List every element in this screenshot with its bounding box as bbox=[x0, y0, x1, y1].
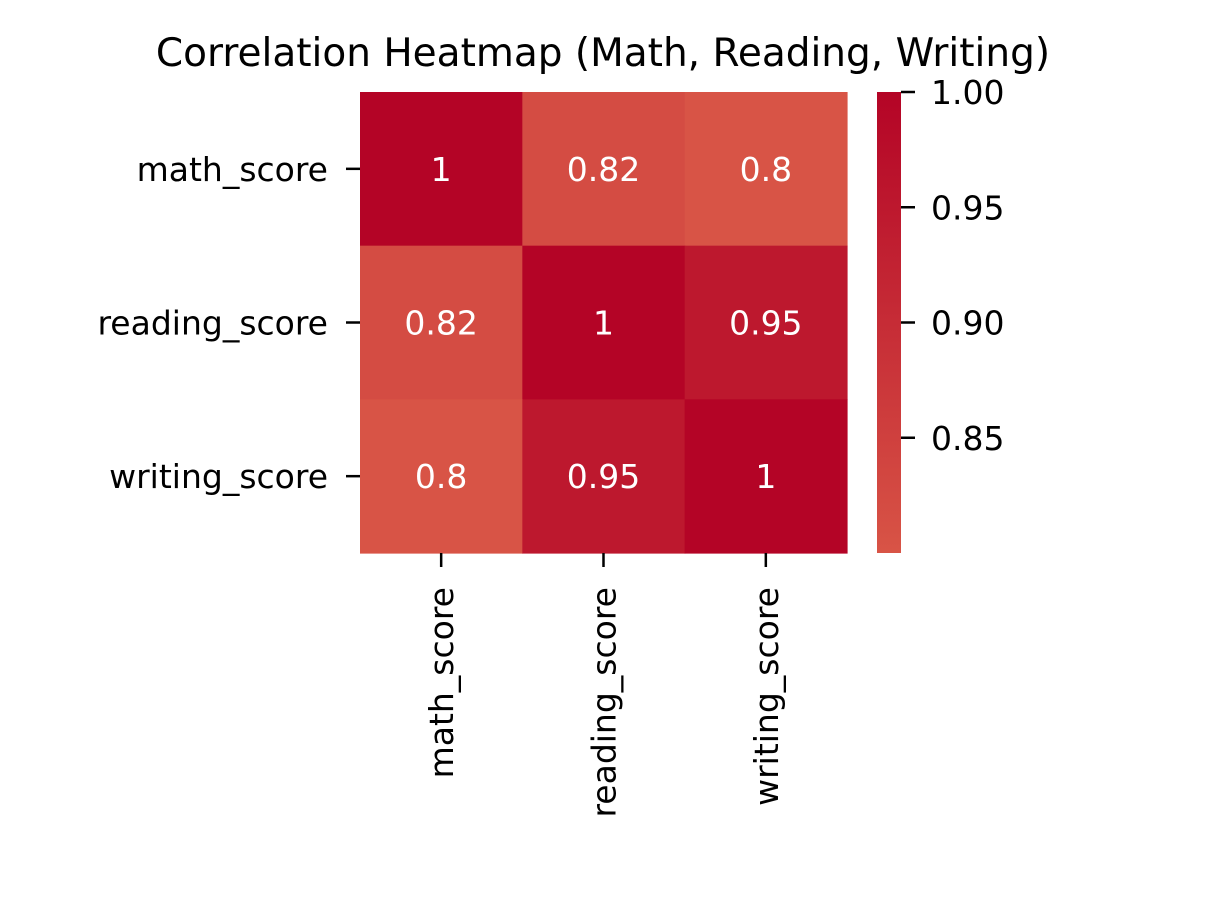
chart-title: Correlation Heatmap (Math, Reading, Writ… bbox=[156, 31, 1050, 76]
heatmap-cell-label: 0.95 bbox=[729, 304, 802, 343]
heatmap-cell-label: 1 bbox=[593, 304, 614, 343]
colorbar-tick-label: 1.00 bbox=[931, 73, 1004, 112]
heatmap-cell bbox=[684, 92, 848, 247]
heatmap-cell-label: 0.95 bbox=[567, 457, 640, 496]
x-axis: math_score reading_score writing_score bbox=[422, 553, 786, 818]
heatmap-cell bbox=[522, 399, 686, 554]
heatmap-cell bbox=[360, 92, 523, 247]
y-tick-label: math_score bbox=[137, 150, 328, 189]
x-tick-label: writing_score bbox=[747, 587, 786, 806]
y-tick-label: reading_score bbox=[97, 304, 328, 343]
colorbar-tick-label: 0.90 bbox=[931, 304, 1004, 343]
colorbar-gradient bbox=[877, 92, 901, 553]
heatmap-cell bbox=[684, 399, 848, 554]
heatmap-cell bbox=[360, 245, 523, 400]
heatmap-cell bbox=[522, 245, 686, 400]
heatmap-cell-label: 0.8 bbox=[740, 150, 792, 189]
x-tick-label: reading_score bbox=[584, 587, 623, 818]
colorbar: 0.85 0.90 0.95 1.00 bbox=[877, 73, 1004, 553]
heatmap-cells bbox=[360, 92, 848, 554]
heatmap-cell-label: 1 bbox=[431, 150, 452, 189]
heatmap-cell-labels: 1 0.82 0.8 0.82 1 0.95 0.8 0.95 1 bbox=[404, 150, 802, 496]
colorbar-tick-label: 0.95 bbox=[931, 188, 1004, 227]
heatmap-cell-label: 0.82 bbox=[404, 304, 477, 343]
heatmap-cell bbox=[360, 399, 523, 554]
heatmap-cell bbox=[684, 245, 848, 400]
colorbar-tick-label: 0.85 bbox=[931, 419, 1004, 458]
heatmap-cell bbox=[522, 92, 686, 247]
y-tick-label: writing_score bbox=[109, 457, 328, 496]
y-axis: math_score reading_score writing_score bbox=[97, 150, 360, 496]
heatmap-cell-label: 0.82 bbox=[567, 150, 640, 189]
heatmap-cell-label: 0.8 bbox=[415, 457, 467, 496]
x-tick-label: math_score bbox=[422, 587, 461, 778]
heatmap-cell-label: 1 bbox=[755, 457, 776, 496]
